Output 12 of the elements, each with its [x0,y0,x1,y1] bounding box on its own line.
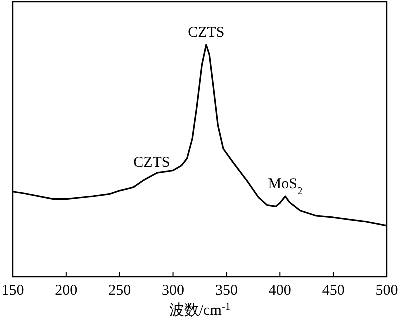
x-axis-title: 波数/cm$^{-1}$ [169,302,231,319]
annotation: CZTS [188,25,225,41]
x-tick-label: 150 [2,283,24,299]
x-tick-label: 400 [268,283,292,299]
x-tick-label: 350 [215,283,238,299]
x-tick-label: 500 [376,283,398,299]
x-tick-label: 250 [108,283,132,299]
x-tick-label: 300 [162,283,185,299]
annotation: MoS$_{2}$ [268,176,303,197]
x-tick-label: 200 [55,283,78,299]
annotation: CZTS [134,154,170,171]
x-tick-label: 450 [322,283,345,299]
